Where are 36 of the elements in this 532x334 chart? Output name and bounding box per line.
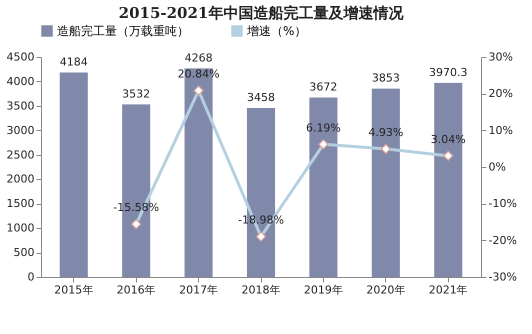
x-tick-label: 2018年 [242, 284, 280, 296]
data-label: 3853 [372, 72, 400, 85]
y-tick-label: 4000 [6, 74, 34, 88]
x-tick-label: 2019年 [304, 284, 343, 296]
x-tick-label: 2021年 [428, 284, 468, 296]
x-tick-label: 2015年 [54, 284, 94, 296]
data-label: 4268 [184, 51, 213, 64]
y-tick-label: 2500 [6, 148, 34, 162]
y-tick-label: 3000 [6, 124, 34, 137]
y2-tick-label: 30% [488, 50, 513, 64]
legend-label: 增速（%） [246, 24, 306, 38]
data-label: 3458 [247, 90, 275, 104]
y-tick-label: 0 [28, 270, 34, 284]
y2-tick-label: 0% [488, 160, 506, 174]
x-tick-label: 2016年 [116, 284, 156, 296]
data-label: 4184 [60, 55, 88, 68]
data-label: 3970.3 [428, 66, 468, 79]
data-label: -18.98% [238, 214, 284, 227]
x-tick-label: 2017年 [179, 284, 218, 296]
x-tick-label: 2020年 [366, 284, 406, 296]
y2-tick-label: -10% [488, 197, 517, 210]
y-tick-label: 1000 [6, 222, 34, 235]
y2-tick-label: 20% [488, 87, 513, 100]
data-label: 3532 [122, 87, 150, 100]
y-tick-label: 500 [14, 246, 34, 260]
y-tick-label: 1500 [6, 197, 34, 210]
bar [60, 72, 88, 277]
y2-tick-label: 10% [488, 124, 513, 137]
y-tick-label: 3500 [6, 99, 34, 112]
legend-label: 造船完工量（万载重吨） [57, 24, 189, 38]
y2-tick-label: -30% [488, 270, 517, 284]
y2-tick-label: -20% [488, 234, 517, 247]
y-tick-label: 2000 [6, 172, 34, 186]
chart-title: 2015-2021年中国造船完工量及增速情况 [118, 4, 404, 22]
y-tick-label: 4500 [6, 50, 34, 64]
data-label: 3672 [309, 80, 338, 94]
